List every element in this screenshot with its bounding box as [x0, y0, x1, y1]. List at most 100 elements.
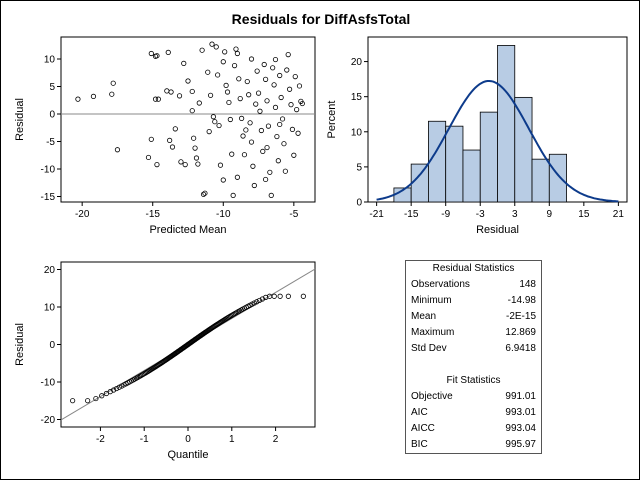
stat-label: Observations — [411, 279, 470, 290]
data-point — [230, 192, 236, 198]
x-tick-label: 9 — [547, 209, 553, 220]
x-tick-label: -15 — [145, 209, 160, 220]
x-axis-label: Residual — [476, 224, 519, 236]
normal-density-curve — [376, 80, 619, 203]
data-point — [265, 123, 272, 129]
data-point — [285, 51, 291, 58]
qq-point — [111, 387, 117, 393]
data-point — [278, 94, 284, 101]
data-point — [185, 78, 191, 84]
y-axis-label: Residual — [14, 323, 26, 366]
data-point — [251, 182, 257, 189]
data-point — [152, 96, 159, 102]
qq-point — [85, 398, 91, 404]
stat-row: Minimum -14.98 — [406, 293, 541, 309]
y-tick-label: -20 — [41, 415, 56, 426]
data-point — [176, 93, 183, 99]
x-tick-label: -10 — [216, 209, 231, 220]
y-tick-label: -10 — [41, 378, 56, 389]
stat-label: Maximum — [411, 327, 455, 338]
data-point — [109, 91, 115, 97]
fit-value: 991.01 — [505, 391, 536, 402]
y-tick-label: 20 — [351, 57, 363, 68]
data-point — [289, 126, 296, 132]
y-tick-label: 5 — [49, 82, 55, 93]
data-point — [258, 127, 264, 134]
data-point — [181, 60, 187, 67]
data-point — [216, 122, 222, 129]
residual-statistics-title: Residual Statistics — [432, 263, 515, 274]
fit-row: AICC 993.04 — [406, 421, 541, 437]
fit-row: BIC 995.97 — [406, 437, 541, 453]
figure-title: Residuals for DiffAsfsTotal — [231, 11, 411, 27]
data-point — [277, 121, 283, 128]
data-point — [75, 96, 81, 102]
data-point — [248, 139, 255, 145]
data-point — [191, 135, 197, 141]
qq-point — [251, 300, 257, 306]
fit-label: BIC — [411, 439, 428, 450]
data-point — [217, 162, 224, 168]
data-point — [172, 126, 178, 132]
data-point — [167, 137, 173, 143]
stat-value: 148 — [519, 279, 536, 290]
data-point — [243, 127, 249, 133]
data-point — [192, 145, 198, 151]
x-tick-label: 3 — [512, 209, 518, 220]
x-axis-label: Quantile — [168, 449, 209, 461]
qq-point — [256, 297, 263, 304]
data-point — [226, 99, 232, 106]
data-point — [215, 72, 221, 78]
data-point — [205, 69, 211, 75]
data-point — [248, 56, 255, 62]
data-point — [154, 162, 160, 168]
histogram-bar — [514, 96, 533, 203]
stat-label: Minimum — [411, 295, 452, 306]
qq-point — [99, 393, 105, 399]
data-point — [275, 158, 281, 164]
statistics-table: Residual Statistics Observations 148 Mini… — [405, 260, 542, 454]
data-point — [271, 82, 277, 88]
x-tick-label: -15 — [404, 209, 419, 220]
data-point — [155, 96, 161, 102]
data-point — [255, 90, 262, 96]
data-point — [299, 100, 305, 107]
data-point — [261, 61, 267, 68]
data-point — [169, 144, 176, 150]
stat-value: 6.9418 — [505, 343, 536, 354]
data-point — [220, 177, 226, 183]
data-point — [168, 89, 174, 95]
y-axis-label: Percent — [326, 101, 338, 139]
table-spacer — [406, 357, 541, 373]
y-tick-label: 10 — [351, 127, 363, 138]
x-axis-label: Predicted Mean — [149, 224, 226, 236]
data-point — [250, 163, 256, 169]
data-point — [196, 100, 202, 106]
data-point — [268, 192, 274, 198]
data-point — [220, 59, 226, 65]
data-point — [286, 86, 293, 92]
data-point — [200, 191, 207, 197]
stat-value: -14.98 — [507, 295, 536, 306]
y-axis-label: Residual — [14, 98, 26, 141]
y-tick-label: 10 — [44, 303, 56, 314]
data-point — [284, 67, 290, 73]
y-tick-label: -15 — [41, 192, 56, 203]
qq-point — [300, 293, 306, 299]
data-point — [254, 68, 260, 74]
x-tick-label: 1 — [229, 434, 235, 445]
fit-value: 993.01 — [505, 407, 536, 418]
fit-row: Objective 991.01 — [406, 389, 541, 405]
data-point — [264, 98, 270, 104]
qq-point — [271, 293, 277, 299]
data-point — [272, 56, 279, 63]
stat-label: Mean — [411, 311, 437, 322]
data-point — [165, 49, 171, 56]
data-point — [277, 72, 283, 79]
data-point — [253, 101, 259, 107]
data-point — [195, 161, 201, 167]
data-point — [288, 102, 294, 108]
